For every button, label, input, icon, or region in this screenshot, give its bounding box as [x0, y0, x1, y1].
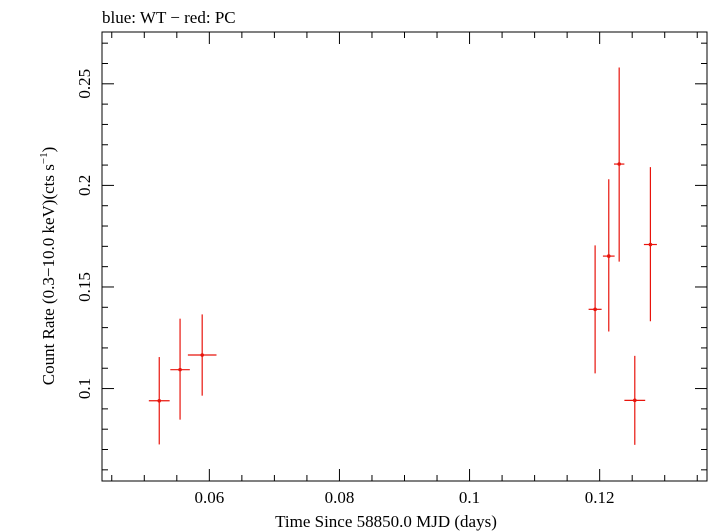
data-point: [643, 167, 657, 322]
data-marker: [157, 398, 162, 403]
data-marker: [632, 398, 637, 403]
data-point: [613, 67, 625, 262]
plot-frame: [101, 31, 708, 482]
y-axis-label-main: Count Rate (0.3−10.0 keV)(cts s: [39, 164, 58, 385]
data-marker: [617, 162, 621, 166]
data-point: [148, 357, 170, 445]
y-tick-label: 0.2: [75, 175, 94, 196]
x-tick-label: 0.08: [325, 488, 355, 507]
data-point: [624, 355, 646, 445]
y-tick-label: 0.25: [75, 69, 94, 99]
y-axis-label: Count Rate (0.3−10.0 keV)(cts s−1): [38, 147, 58, 386]
data-marker: [178, 367, 182, 372]
data-point: [187, 314, 217, 396]
y-axis-label-superscript: −1: [38, 152, 50, 164]
data-marker: [606, 254, 611, 258]
x-tick-label: 0.1: [459, 488, 480, 507]
x-tick-label: 0.06: [194, 488, 224, 507]
data-point: [588, 245, 602, 374]
y-tick-label: 0.1: [75, 378, 94, 399]
x-tick-label: 0.12: [585, 488, 615, 507]
chart-title: blue: WT − red: PC: [102, 8, 236, 27]
y-tick-label: 0.15: [75, 272, 94, 302]
data-point: [170, 318, 190, 420]
data-point: [602, 179, 615, 332]
axis-ticks: [102, 32, 707, 481]
data-marker: [593, 307, 597, 312]
data-marker: [200, 353, 204, 357]
data-points: [148, 67, 657, 445]
y-axis-label-end: ): [39, 147, 58, 153]
data-marker: [648, 242, 653, 247]
x-axis-label: Time Since 58850.0 MJD (days): [275, 512, 497, 531]
axis-tick-labels: 0.06 0.08 0.1 0.12 0.1 0.15 0.2 0.25: [75, 69, 615, 507]
